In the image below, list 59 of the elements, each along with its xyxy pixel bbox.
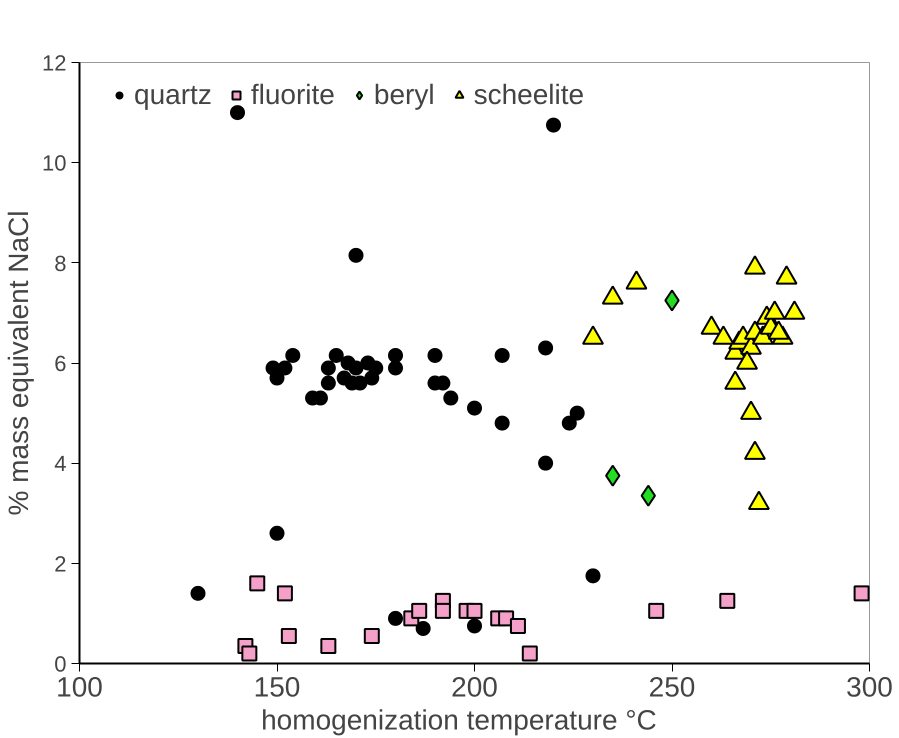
point [586, 568, 600, 584]
y-tick-label: 4 [54, 451, 67, 476]
y-tick-label: 2 [54, 551, 67, 576]
point [249, 575, 266, 592]
point [719, 592, 736, 609]
point [241, 645, 258, 662]
point [494, 348, 510, 363]
point [466, 602, 482, 619]
point [280, 628, 297, 644]
point [190, 586, 206, 601]
point [494, 416, 510, 431]
point [276, 585, 293, 602]
point [854, 585, 870, 602]
x-tick-label: 250 [648, 672, 696, 702]
point [443, 390, 458, 406]
x-tick-label: 300 [846, 672, 893, 702]
legend-label: quartz [134, 79, 212, 111]
point [285, 348, 300, 363]
point [428, 348, 442, 363]
point [270, 370, 284, 386]
point [368, 360, 384, 376]
point [467, 618, 482, 634]
point [648, 602, 664, 619]
point [467, 400, 482, 416]
legend-label: fluorite [250, 79, 335, 111]
x-axis-title: homogenization temperature °C [261, 704, 657, 736]
point [320, 360, 336, 376]
point [538, 456, 554, 471]
y-tick-label: 8 [54, 250, 67, 276]
point [664, 289, 680, 312]
point [328, 348, 344, 363]
point [348, 248, 364, 263]
point [270, 526, 284, 541]
point [562, 416, 577, 431]
point [388, 610, 403, 626]
point [388, 348, 403, 363]
legend-label: beryl [374, 79, 435, 111]
point [411, 602, 428, 619]
point [320, 638, 336, 654]
point [434, 602, 451, 619]
y-tick-label: 12 [42, 50, 67, 76]
point [416, 620, 431, 636]
point [522, 645, 538, 662]
point [230, 105, 245, 120]
point [348, 360, 364, 376]
y-axis-title: % mass equivalent NaCl [3, 210, 34, 516]
point [388, 360, 403, 376]
legend-label: scheelite [474, 79, 584, 111]
point [538, 340, 554, 356]
point [510, 618, 526, 634]
point [320, 376, 336, 391]
y-tick-label: 10 [42, 150, 67, 176]
point [364, 628, 380, 644]
point [277, 360, 292, 376]
x-tick-label: 200 [451, 672, 498, 702]
point [570, 406, 585, 421]
x-tick-label: 150 [254, 672, 300, 702]
point [546, 118, 561, 133]
y-tick-label: 6 [54, 351, 67, 376]
